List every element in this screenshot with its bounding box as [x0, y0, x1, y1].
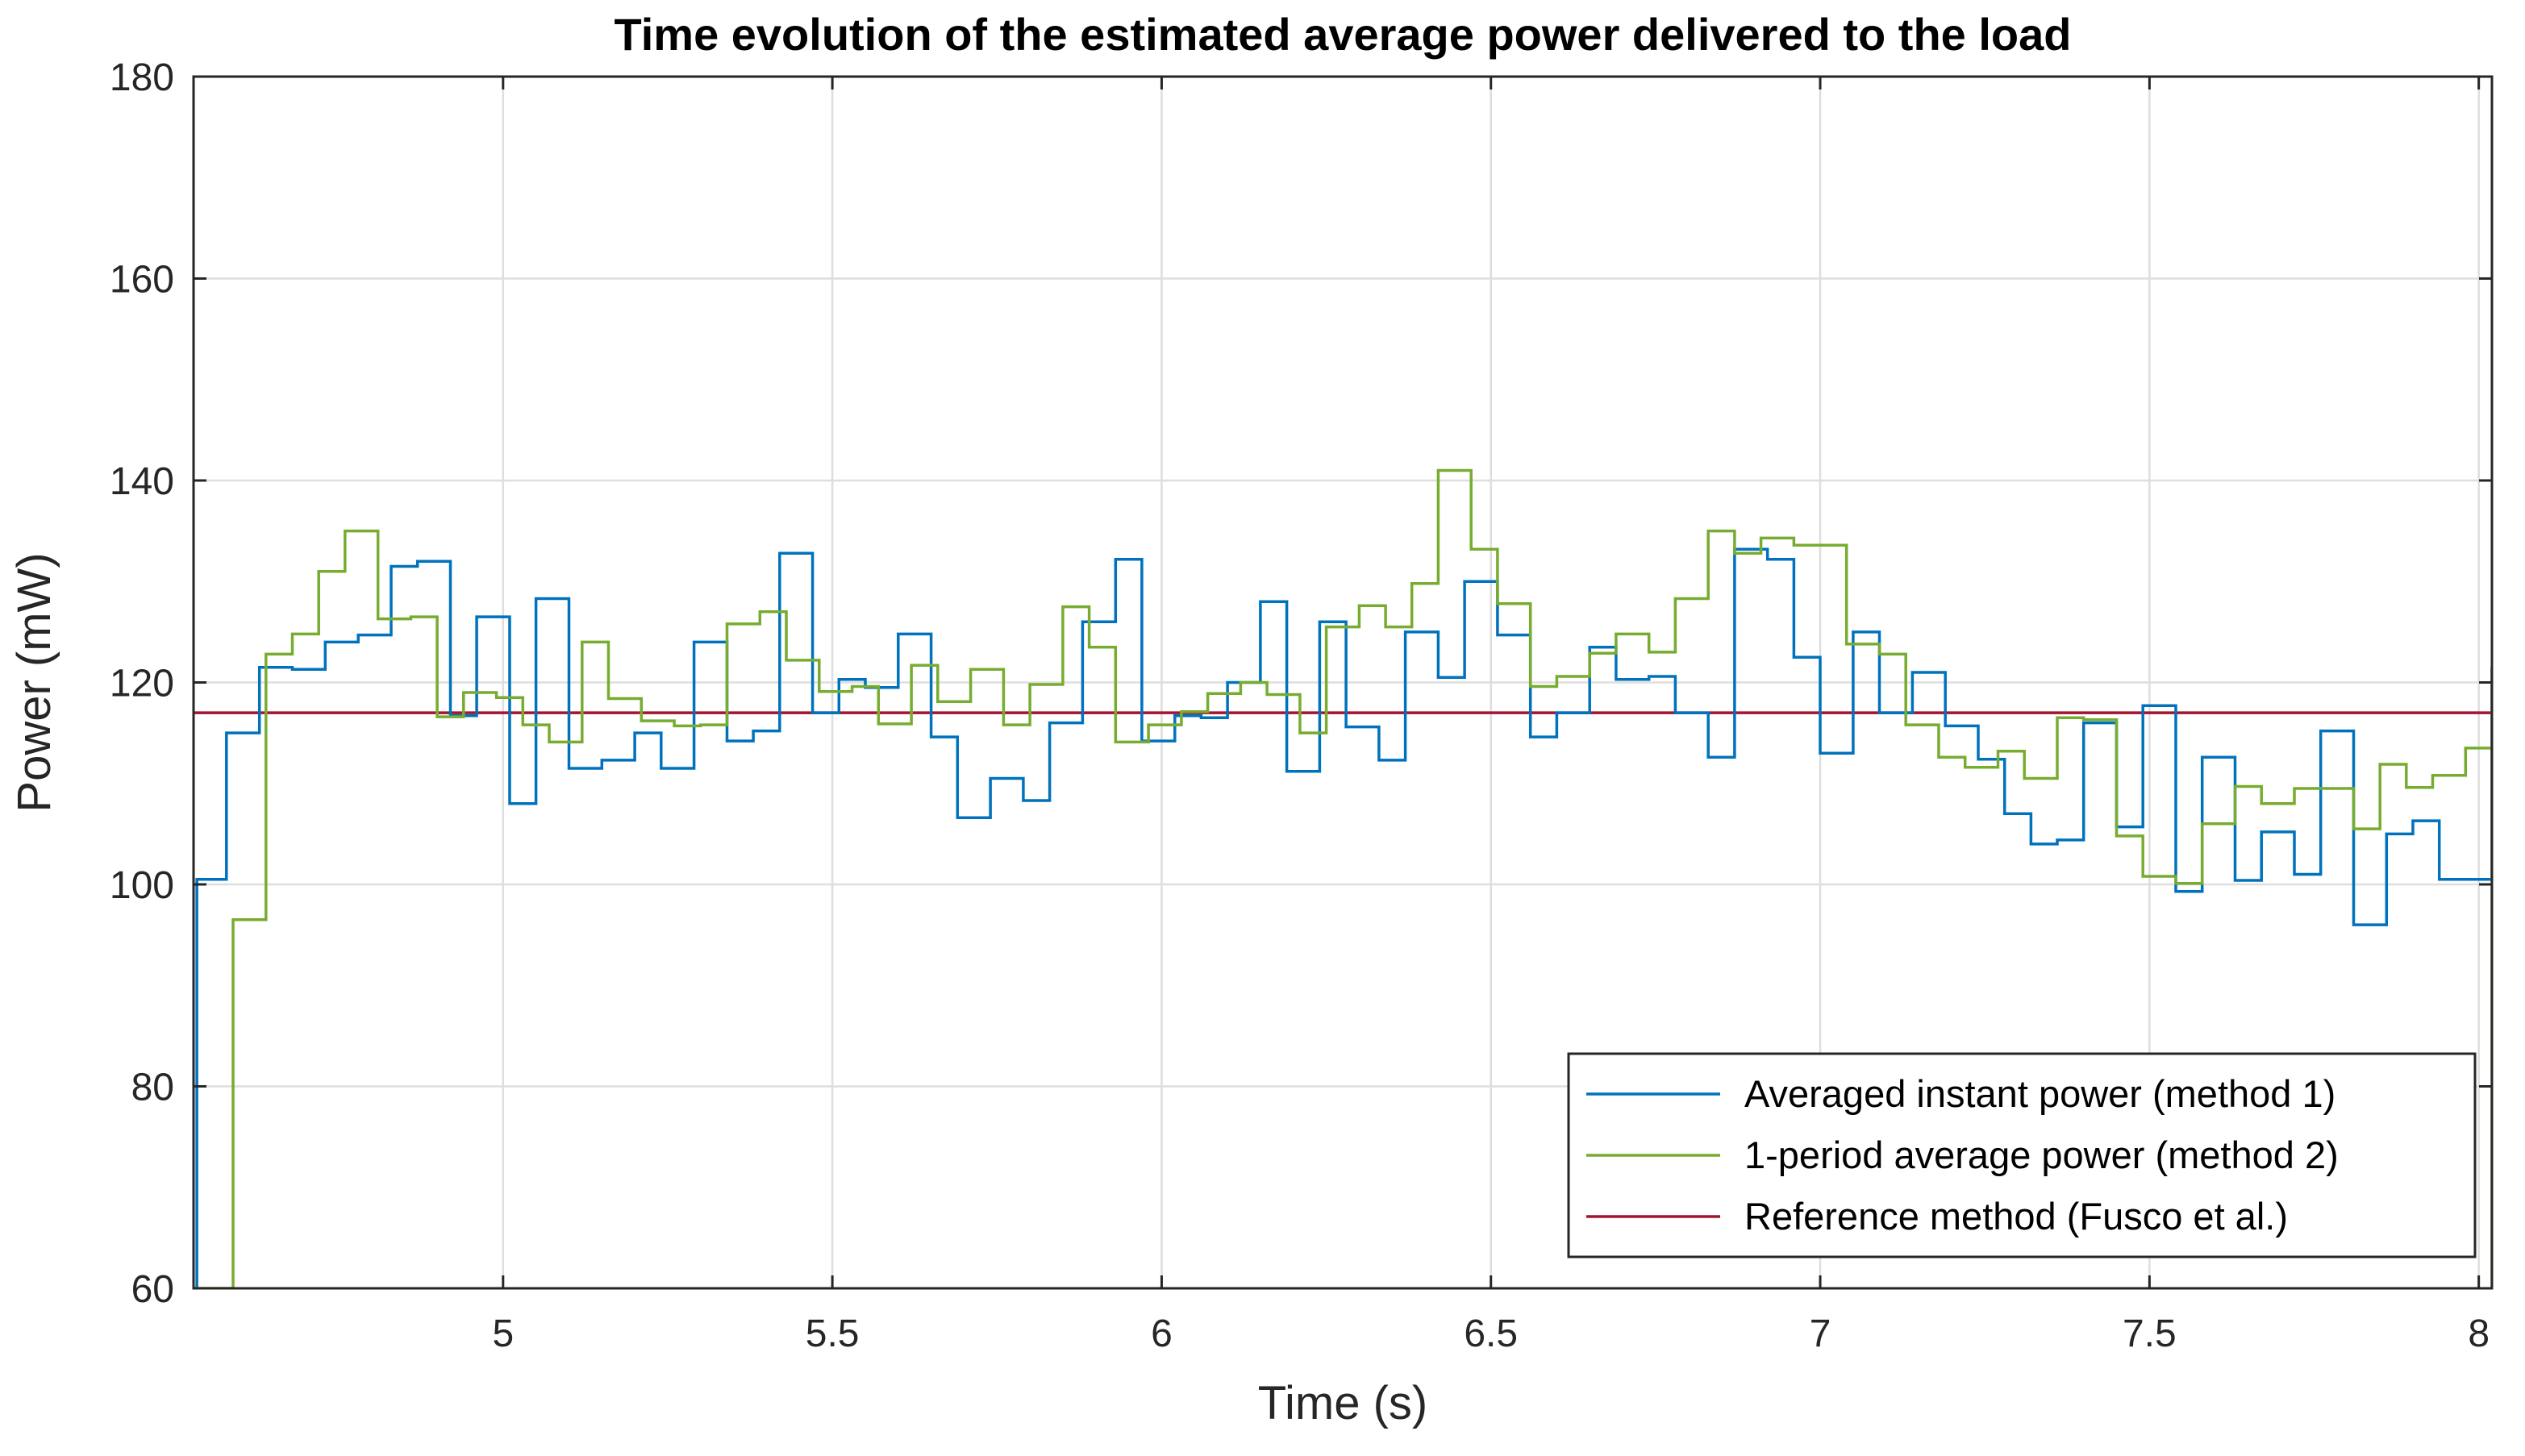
- legend: Averaged instant power (method 1) 1-perio…: [1567, 1052, 2477, 1258]
- tick-labels: 5 5.5 6 6.5 7 7.5 8 60 80 100 120 140 160 180: [110, 56, 2490, 1355]
- x-tick-label-2: 6: [1151, 1312, 1173, 1355]
- x-tick-label-0: 5: [492, 1312, 514, 1355]
- series-layer: [194, 468, 2492, 1288]
- y-tick-label-3: 120: [110, 663, 174, 705]
- x-axis-label: Time (s): [1258, 1377, 1427, 1429]
- y-tick-label-0: 60: [131, 1268, 174, 1311]
- series-method1-line: [194, 547, 2492, 1288]
- legend-item-reference: Reference method (Fusco et al.): [1586, 1195, 2288, 1238]
- y-tick-label-2: 100: [110, 864, 174, 907]
- legend-item-method1-label: Averaged instant power (method 1): [1744, 1072, 2335, 1115]
- x-tick-label-1: 5.5: [806, 1312, 860, 1355]
- series-method2-line: [194, 468, 2492, 1288]
- y-tick-label-1: 80: [131, 1067, 174, 1109]
- legend-item-reference-label: Reference method (Fusco et al.): [1744, 1195, 2288, 1238]
- y-tick-label-5: 160: [110, 259, 174, 302]
- legend-item-method2-label: 1-period average power (method 2): [1744, 1134, 2339, 1176]
- legend-item-method1: Averaged instant power (method 1): [1586, 1072, 2335, 1115]
- x-tick-label-4: 7: [1810, 1312, 1831, 1355]
- plot-area: [194, 468, 2492, 1288]
- x-tick-label-6: 8: [2468, 1312, 2490, 1355]
- y-tick-label-6: 180: [110, 56, 174, 99]
- x-tick-label-5: 7.5: [2123, 1312, 2177, 1355]
- tick-marks: [194, 75, 2492, 1290]
- x-tick-label-3: 6.5: [1464, 1312, 1518, 1355]
- y-axis-label: Power (mW): [8, 552, 60, 812]
- chart-title: Time evolution of the estimated average …: [615, 9, 2072, 60]
- y-tick-label-4: 140: [110, 460, 174, 503]
- legend-item-method2: 1-period average power (method 2): [1586, 1134, 2339, 1176]
